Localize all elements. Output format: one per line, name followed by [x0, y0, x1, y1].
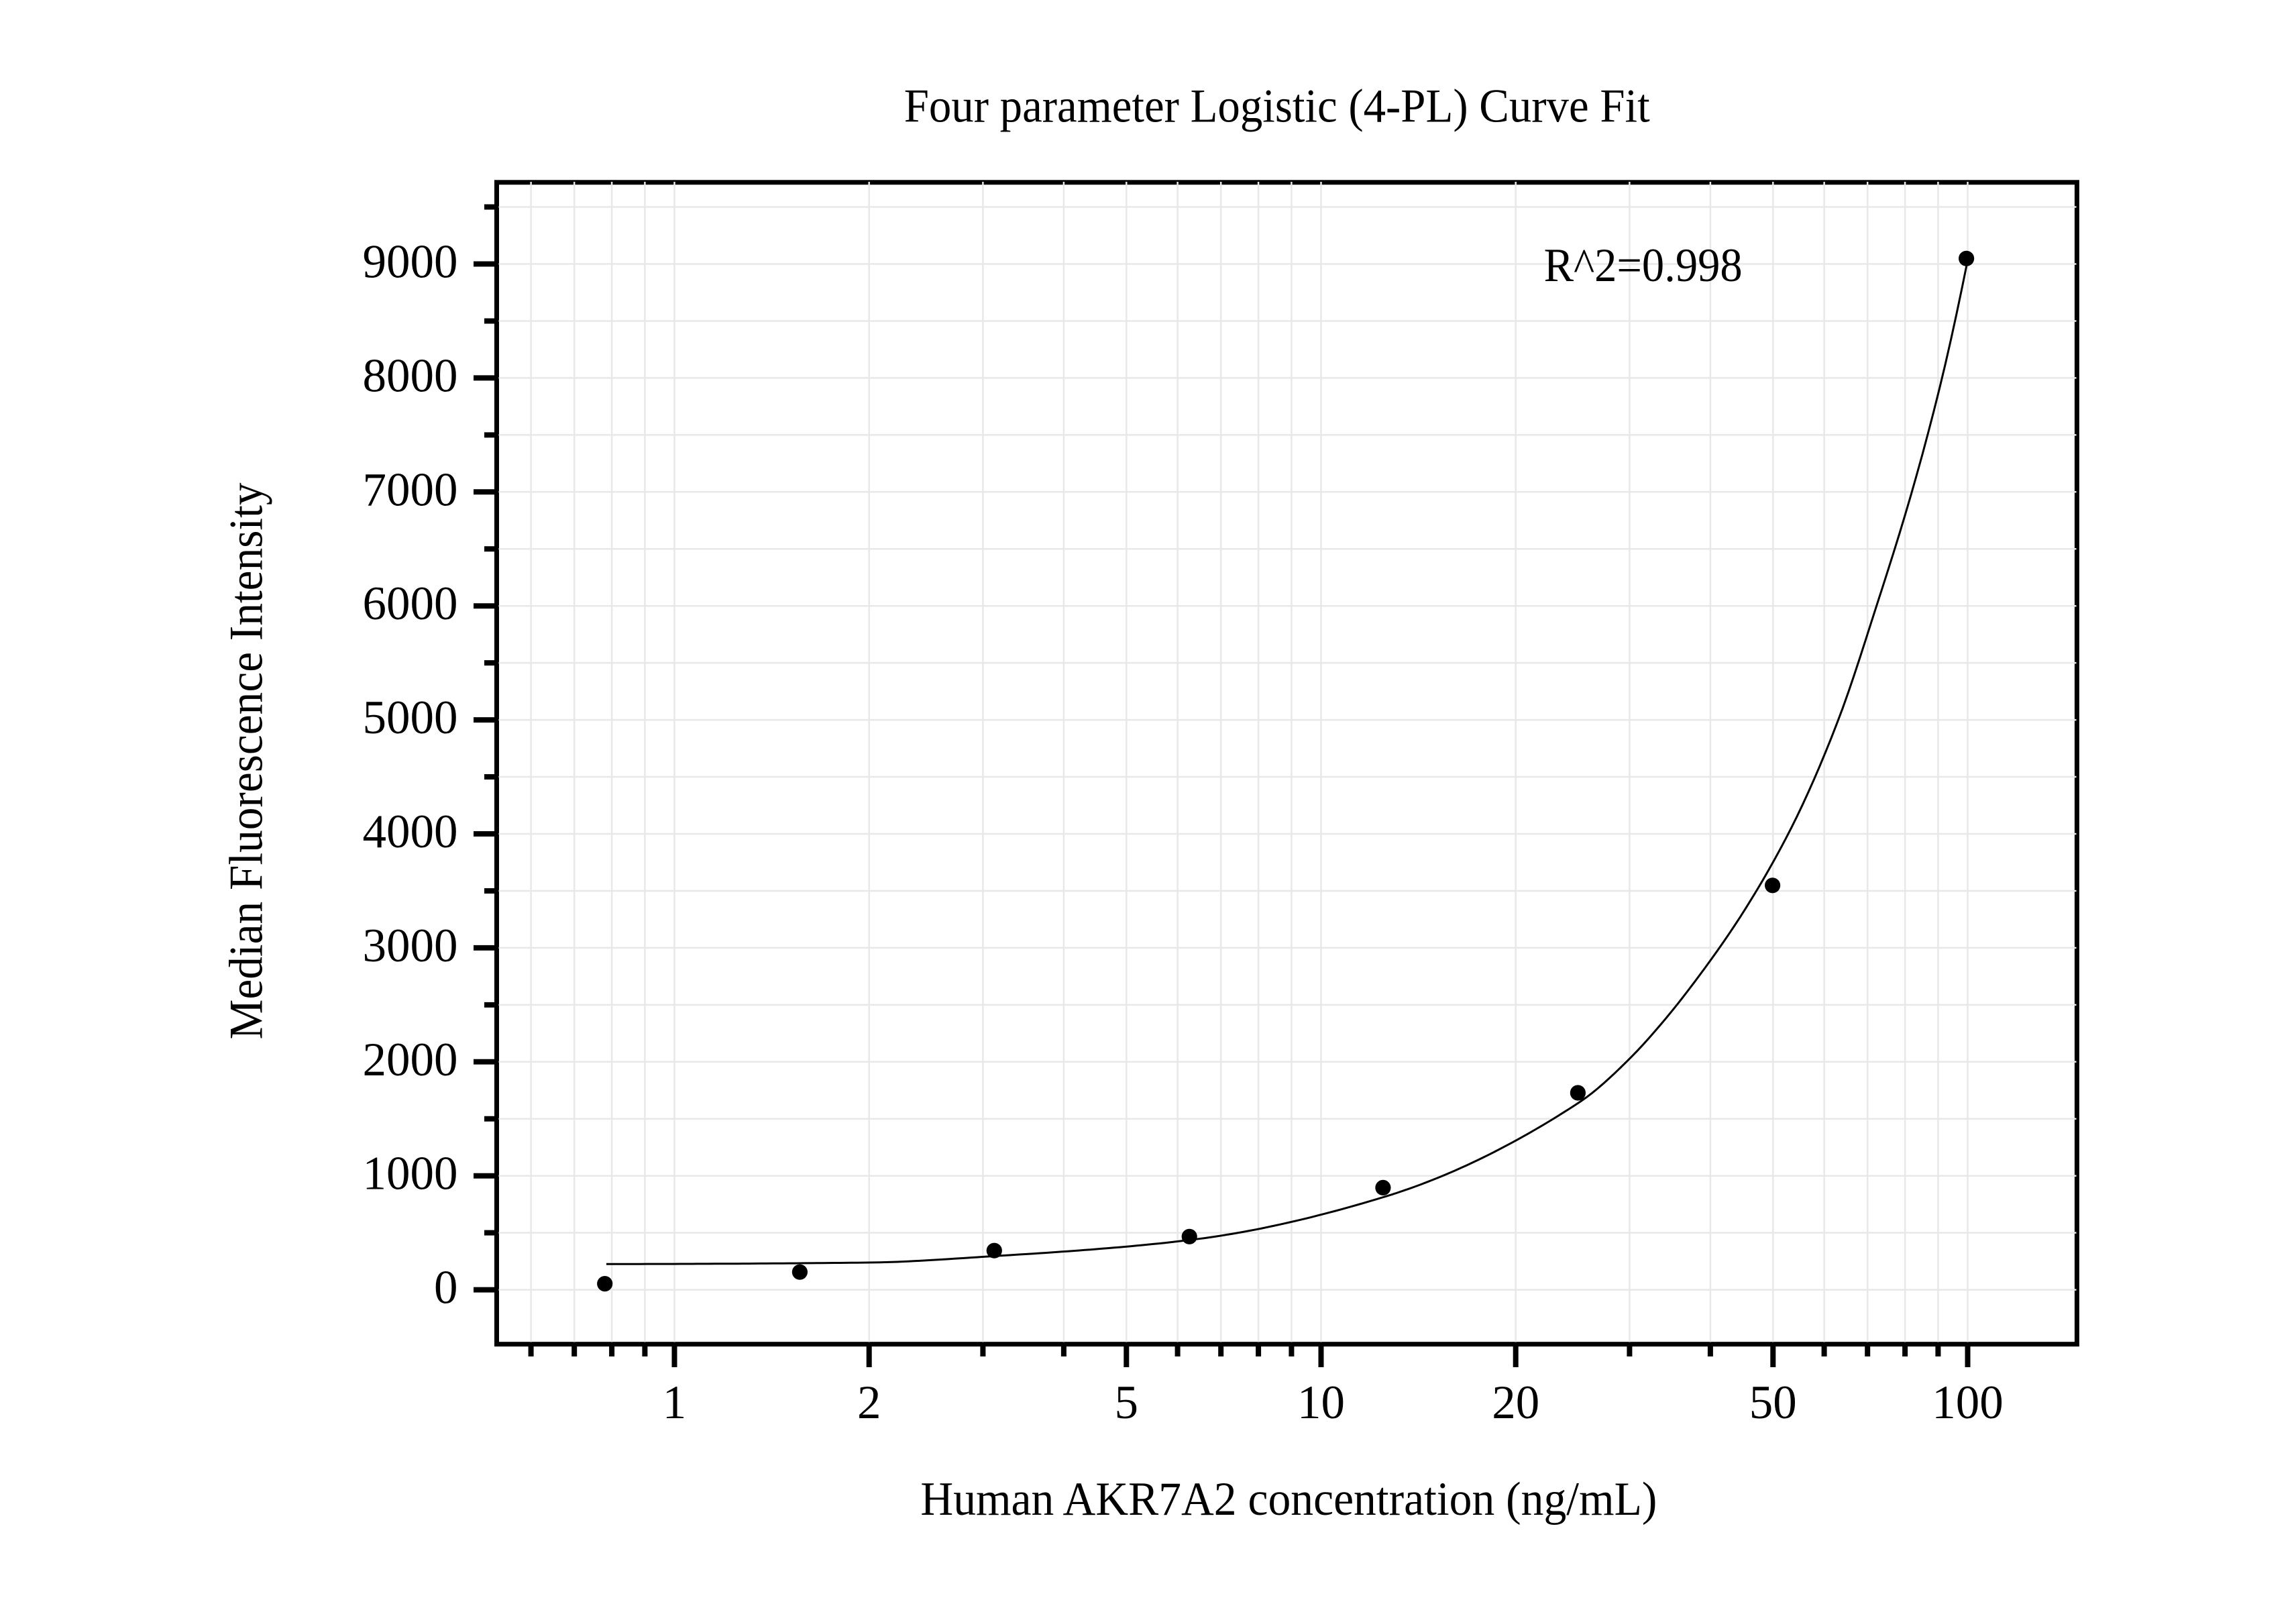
svg-text:20: 20	[1492, 1377, 1539, 1429]
svg-text:100: 100	[1932, 1377, 2004, 1429]
svg-text:9000: 9000	[363, 236, 458, 288]
svg-text:5: 5	[1115, 1377, 1139, 1429]
svg-text:6000: 6000	[363, 578, 458, 630]
svg-text:4000: 4000	[363, 806, 458, 858]
svg-text:2000: 2000	[363, 1034, 458, 1086]
svg-text:8000: 8000	[363, 350, 458, 402]
svg-text:50: 50	[1749, 1377, 1797, 1429]
svg-text:0: 0	[434, 1262, 458, 1314]
svg-text:5000: 5000	[363, 692, 458, 744]
svg-text:1: 1	[663, 1377, 687, 1429]
svg-text:2: 2	[857, 1377, 881, 1429]
svg-text:Four parameter Logistic (4-PL): Four parameter Logistic (4-PL) Curve Fit	[904, 80, 1650, 132]
svg-text:10: 10	[1297, 1377, 1345, 1429]
svg-text:3000: 3000	[363, 920, 458, 972]
svg-text:7000: 7000	[363, 464, 458, 516]
svg-text:Median Fluorescence Intensity: Median Fluorescence Intensity	[220, 482, 272, 1039]
svg-text:R^2=0.998: R^2=0.998	[1544, 239, 1743, 292]
svg-text:1000: 1000	[363, 1148, 458, 1200]
svg-text:Human AKR7A2 concentration (ng: Human AKR7A2 concentration (ng/mL)	[920, 1473, 1657, 1526]
